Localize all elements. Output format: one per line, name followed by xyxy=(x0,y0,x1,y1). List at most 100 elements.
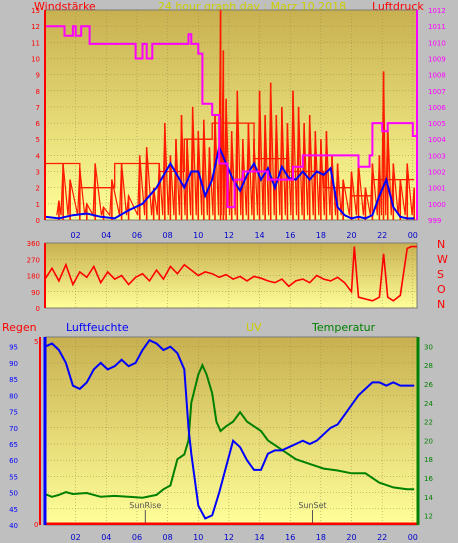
time-tick-label: 20 xyxy=(346,533,356,542)
wind-tick-label: 13 xyxy=(31,7,40,15)
time-tick-label: 22 xyxy=(377,231,387,240)
wind-tick-label: 2 xyxy=(36,185,40,193)
temperature-tick-label: 18 xyxy=(424,456,433,464)
time-tick-label: 22 xyxy=(377,533,387,542)
pressure-tick-label: 1009 xyxy=(428,55,446,63)
wind-tick-label: 12 xyxy=(31,23,40,31)
time-tick-label: 16 xyxy=(285,533,295,542)
time-tick-label: 02 xyxy=(71,231,81,240)
pressure-tick-label: 999 xyxy=(428,217,441,225)
wind-direction-grid xyxy=(45,242,417,309)
wind-gust-spikes xyxy=(56,10,416,220)
compass-label: O xyxy=(437,283,446,296)
direction-tick-label: 180 xyxy=(27,273,40,281)
humidity-line xyxy=(45,338,415,520)
humidity-tick-label: 60 xyxy=(9,457,18,465)
compass-label: W xyxy=(437,253,448,266)
wind-tick-label: 1 xyxy=(36,201,40,209)
temperature-tick-label: 14 xyxy=(424,494,433,502)
time-tick-label: 00 xyxy=(408,231,418,240)
wind-tick-label: 3 xyxy=(36,169,40,177)
time-axis-bottom: 02 04 06 08 10 12 14 16 18 20 22 00 xyxy=(71,533,418,542)
wind-tick-label: 9 xyxy=(36,72,40,80)
humidity-tick-label: 80 xyxy=(9,392,18,400)
direction-axis: 0 90 180 270 360 xyxy=(27,240,40,313)
rain-axis-top: 5 xyxy=(34,338,38,346)
temperature-tick-label: 16 xyxy=(424,475,433,483)
temperature-axis: 12 14 16 18 20 22 24 26 28 30 xyxy=(424,343,433,520)
temperature-tick-label: 28 xyxy=(424,362,433,370)
humidity-tick-label: 45 xyxy=(9,506,18,514)
temperature-label: Temperatur xyxy=(311,321,376,334)
pressure-tick-label: 1012 xyxy=(428,7,446,15)
time-tick-label: 10 xyxy=(193,533,203,542)
time-tick-label: 16 xyxy=(285,231,295,240)
humidity-tick-label: 75 xyxy=(9,409,18,417)
pressure-tick-label: 1000 xyxy=(428,201,446,209)
humidity-tick-label: 55 xyxy=(9,473,18,481)
pressure-tick-label: 1001 xyxy=(428,185,446,193)
time-tick-label: 12 xyxy=(224,231,234,240)
time-tick-label: 12 xyxy=(224,533,234,542)
time-tick-label: 04 xyxy=(101,533,111,542)
weather-grid xyxy=(45,337,417,526)
wind-tick-label: 5 xyxy=(36,136,40,144)
pressure-tick-label: 1007 xyxy=(428,88,446,96)
pressure-tick-label: 1008 xyxy=(428,72,446,80)
pressure-tick-label: 1011 xyxy=(428,23,446,31)
humidity-tick-label: 95 xyxy=(9,344,18,352)
wind-tick-label: 4 xyxy=(36,152,41,160)
direction-tick-label: 90 xyxy=(31,289,40,297)
time-tick-label: 20 xyxy=(346,231,356,240)
time-tick-label: 06 xyxy=(132,231,142,240)
time-axis-top: 02 04 06 08 10 12 14 16 18 20 22 00 xyxy=(71,231,418,240)
time-tick-label: 18 xyxy=(316,533,326,542)
pressure-axis: 999 1000 1001 1002 1003 1004 1005 1006 1007 1008 1… xyxy=(428,7,446,225)
wind-tick-label: 8 xyxy=(36,88,40,96)
direction-tick-label: 0 xyxy=(36,305,40,313)
wind-tick-label: 0 xyxy=(36,217,40,225)
wind-tick-label: 11 xyxy=(31,39,40,47)
time-tick-label: 10 xyxy=(193,231,203,240)
time-tick-label: 06 xyxy=(132,533,142,542)
direction-tick-label: 360 xyxy=(27,240,40,248)
temperature-line xyxy=(45,362,415,499)
rain-label: Regen xyxy=(2,321,37,334)
pressure-tick-label: 1010 xyxy=(428,39,446,47)
time-tick-label: 14 xyxy=(254,533,264,542)
humidity-tick-label: 65 xyxy=(9,441,18,449)
temperature-tick-label: 12 xyxy=(424,513,433,521)
humidity-tick-label: 70 xyxy=(9,425,18,433)
sun-label: SunSet xyxy=(298,501,326,510)
wind-average-line xyxy=(45,144,415,220)
pressure-tick-label: 1005 xyxy=(428,120,446,128)
wind-direction-line xyxy=(45,245,417,302)
pressure-tick-label: 1002 xyxy=(428,169,446,177)
rain-axis-bottom: 0 xyxy=(34,521,38,529)
compass-label: S xyxy=(437,268,444,281)
wind-tick-label: 6 xyxy=(36,120,41,128)
pressure-tick-label: 1003 xyxy=(428,152,446,160)
temperature-tick-label: 22 xyxy=(424,419,433,427)
humidity-tick-label: 85 xyxy=(9,376,18,384)
humidity-axis: 40 45 50 55 60 65 70 75 80 85 90 95 xyxy=(9,344,18,530)
time-tick-label: 08 xyxy=(163,533,173,542)
temperature-tick-label: 26 xyxy=(424,381,433,389)
wind-tick-label: 7 xyxy=(36,104,40,112)
time-tick-label: 18 xyxy=(316,231,326,240)
time-tick-label: 02 xyxy=(71,533,81,542)
direction-tick-label: 270 xyxy=(27,256,40,264)
sun-label: SunRise xyxy=(129,501,161,510)
pressure-tick-label: 1004 xyxy=(428,136,446,144)
uv-label: UV xyxy=(246,321,262,334)
temperature-tick-label: 20 xyxy=(424,437,433,445)
humidity-tick-label: 40 xyxy=(9,522,18,530)
humidity-tick-label: 50 xyxy=(9,490,18,498)
humidity-tick-label: 90 xyxy=(9,360,18,368)
pressure-tick-label: 1006 xyxy=(428,104,446,112)
time-tick-label: 00 xyxy=(408,533,418,542)
wind-tick-label: 10 xyxy=(31,55,40,63)
